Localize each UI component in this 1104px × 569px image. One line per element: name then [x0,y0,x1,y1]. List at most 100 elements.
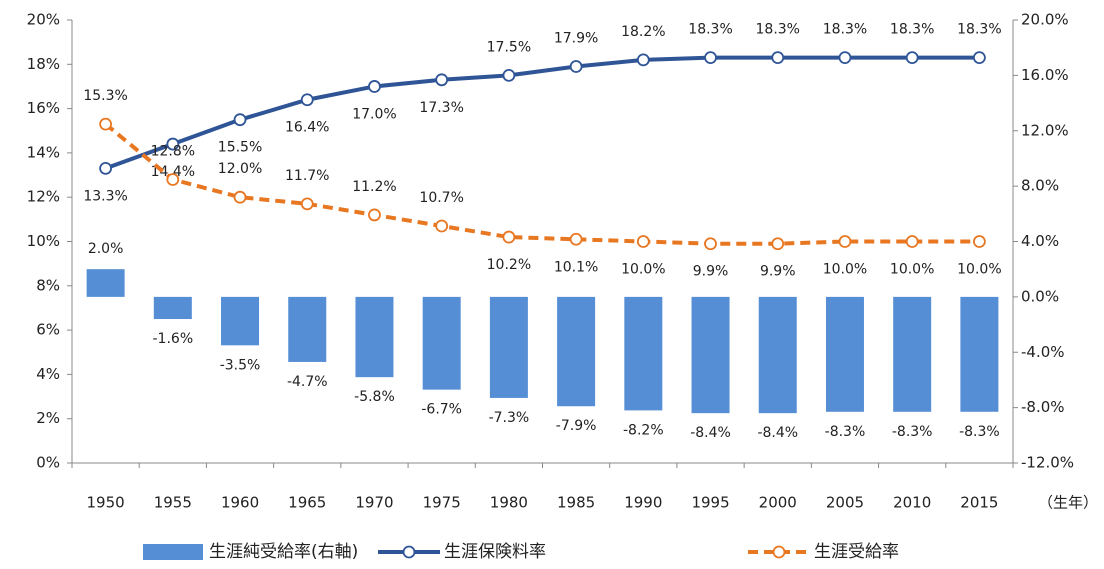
marker [300,93,314,107]
bar-label: -8.3% [825,424,866,440]
x-tick-label: 2005 [826,494,864,512]
y-tick-label: 2% [36,409,60,427]
legend-label: 生涯受給率 [814,542,899,562]
point-label: 18.3% [823,22,867,38]
marker [905,51,919,65]
marker [771,237,785,251]
y-tick-label: 0% [36,454,60,472]
point-label: 10.7% [419,190,463,206]
point-label: 17.0% [352,106,396,122]
x-tick-label: 2000 [759,494,797,512]
marker [368,80,381,93]
x-tick-label: 1955 [154,494,192,512]
y2-tick-label: 12.0% [1021,121,1069,139]
point-label: 11.7% [285,168,329,184]
marker [502,68,516,82]
point-label: 10.0% [823,262,867,278]
point-label: 9.9% [760,264,796,280]
point-label: 10.2% [487,257,531,273]
legend-label: 生涯保険料率 [444,542,546,562]
legend-marker [402,545,416,559]
y2-tick-label: -4.0% [1021,343,1065,361]
bar-label: -1.6% [153,331,194,347]
point-label: 18.2% [621,24,665,40]
y-tick-label: 10% [27,232,60,250]
bar [221,296,260,346]
bar [422,296,461,390]
y2-tick-label: -8.0% [1021,398,1065,416]
y2-tick-label: 0.0% [1021,287,1059,305]
y2-tick-label: 4.0% [1021,232,1059,250]
bar-label: -5.8% [354,389,395,405]
x-tick-label: 1960 [221,494,259,512]
bar [960,296,999,412]
marker [569,232,583,246]
y-tick-label: 20% [27,11,60,29]
point-label: 17.3% [419,100,463,116]
bar-label: -8.4% [690,425,731,441]
bar-label: -3.5% [220,357,261,373]
marker [435,73,449,87]
point-label: 10.0% [890,262,934,278]
y-tick-label: 4% [36,365,60,383]
point-label: 11.2% [352,179,396,195]
point-label: 12.0% [218,161,262,177]
marker [233,113,247,127]
point-label: 15.3% [83,88,127,104]
bar-label: -4.7% [287,374,328,390]
bar-label: -8.4% [757,425,798,441]
x-tick-label: 1985 [557,494,595,512]
marker [368,208,381,222]
marker [166,173,180,186]
point-label: 16.4% [285,120,329,136]
y-tick-label: 18% [27,55,60,73]
point-label: 18.3% [756,22,800,38]
marker [166,137,180,151]
point-label: 18.3% [688,22,732,38]
marker [838,51,852,65]
x-tick-label: 1995 [691,494,729,512]
point-label: 18.3% [957,22,1001,38]
bar-label: -7.9% [556,418,597,434]
x-tick-label: 2015 [960,494,998,512]
marker [233,190,247,204]
x-tick-label: 1980 [490,494,528,512]
y-tick-label: 6% [36,321,60,339]
y-tick-label: 14% [27,143,60,161]
marker [636,53,650,67]
point-label: 17.9% [554,31,598,47]
bar [288,296,327,362]
y2-tick-label: 8.0% [1021,177,1059,195]
marker [435,219,449,233]
y2-tick-label: 20.0% [1021,11,1069,29]
bar [825,296,864,412]
bar-label: -7.3% [489,410,530,426]
bar-label: -8.3% [959,424,1000,440]
bar-label: -6.7% [421,402,462,418]
y2-tick-label: -12.0% [1021,454,1074,472]
marker [972,51,986,65]
legend-swatch [143,544,203,560]
marker [99,162,113,175]
x-tick-label: 1970 [355,494,393,512]
bar [624,296,663,411]
marker [704,51,717,65]
bar [489,296,528,398]
point-label: 10.0% [621,262,665,278]
bar [893,296,932,412]
legend-marker [772,545,786,559]
marker [636,235,650,248]
marker [771,51,785,65]
point-label: 15.5% [218,140,262,156]
marker [704,237,717,251]
x-tick-label: 1975 [423,494,461,512]
point-label: 12.8% [151,143,195,159]
line [104,122,980,246]
y-tick-label: 8% [36,276,60,294]
bar [355,296,394,378]
marker [838,235,852,248]
bar [86,269,125,297]
bar-label: -8.2% [623,422,664,438]
point-label: 10.0% [957,262,1001,278]
